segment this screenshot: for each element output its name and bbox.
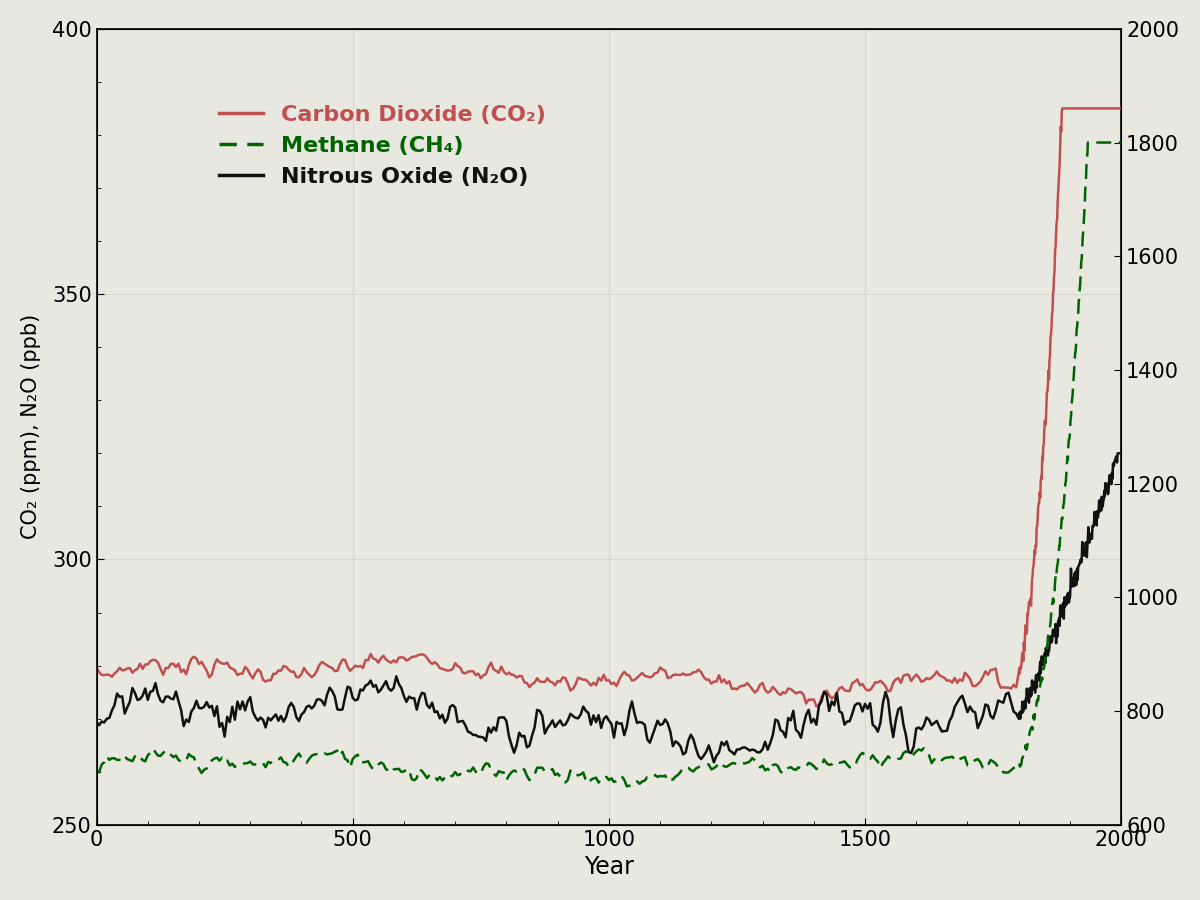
Carbon Dioxide (CO₂) — [1055, 103, 1069, 113]
Carbon Dioxide (CO₂) — [847, 676, 862, 687]
Methane (CH₄) — [89, 766, 103, 777]
Y-axis label: CO₂ (ppm), N₂O (ppb): CO₂ (ppm), N₂O (ppb) — [20, 314, 41, 539]
Legend: Carbon Dioxide (CO₂), Methane (CH₄), Nitrous Oxide (N₂O): Carbon Dioxide (CO₂), Methane (CH₄), Nit… — [210, 95, 556, 195]
Nitrous Oxide (N₂O) — [89, 716, 103, 727]
Nitrous Oxide (N₂O) — [560, 715, 575, 725]
Carbon Dioxide (CO₂) — [1105, 103, 1120, 113]
Line: Carbon Dioxide (CO₂): Carbon Dioxide (CO₂) — [96, 108, 1121, 706]
Methane (CH₄) — [614, 770, 629, 781]
Carbon Dioxide (CO₂) — [1114, 103, 1128, 113]
Methane (CH₄) — [607, 777, 622, 788]
Nitrous Oxide (N₂O) — [614, 718, 629, 729]
Carbon Dioxide (CO₂) — [89, 662, 103, 673]
Nitrous Oxide (N₂O) — [622, 706, 636, 716]
Nitrous Oxide (N₂O) — [847, 700, 862, 711]
X-axis label: Year: Year — [584, 855, 634, 879]
Methane (CH₄) — [625, 778, 640, 789]
Methane (CH₄) — [1081, 137, 1096, 148]
Carbon Dioxide (CO₂) — [560, 679, 575, 689]
Methane (CH₄) — [1105, 137, 1120, 148]
Nitrous Oxide (N₂O) — [607, 732, 622, 742]
Nitrous Oxide (N₂O) — [1105, 473, 1120, 484]
Methane (CH₄) — [847, 761, 862, 772]
Carbon Dioxide (CO₂) — [622, 670, 636, 681]
Methane (CH₄) — [619, 781, 634, 792]
Line: Methane (CH₄): Methane (CH₄) — [96, 142, 1121, 787]
Carbon Dioxide (CO₂) — [809, 701, 823, 712]
Methane (CH₄) — [560, 775, 575, 786]
Line: Nitrous Oxide (N₂O): Nitrous Oxide (N₂O) — [96, 454, 1121, 762]
Nitrous Oxide (N₂O) — [707, 757, 721, 768]
Nitrous Oxide (N₂O) — [1110, 448, 1124, 459]
Nitrous Oxide (N₂O) — [1114, 448, 1128, 459]
Methane (CH₄) — [1114, 137, 1128, 148]
Carbon Dioxide (CO₂) — [607, 678, 622, 688]
Carbon Dioxide (CO₂) — [614, 670, 629, 680]
